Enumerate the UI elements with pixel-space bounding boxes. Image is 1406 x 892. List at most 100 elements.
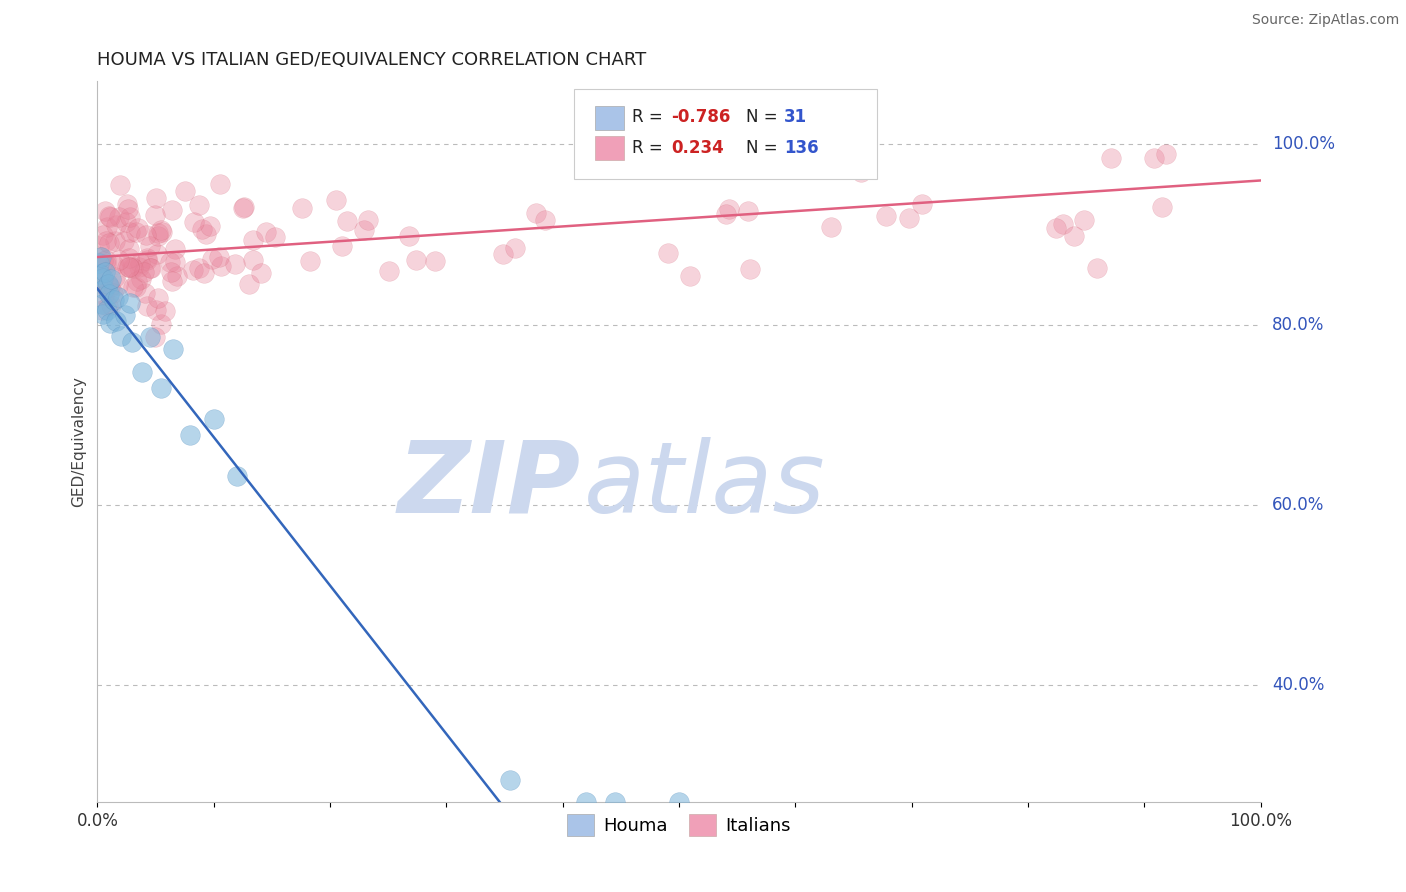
Point (141, 261, 163, 276)
Point (108, 252, 131, 267)
Point (1073, 213, 1095, 227)
Point (738, 262, 761, 277)
Point (118, 252, 141, 266)
Point (226, 469, 249, 483)
Point (93, 253, 115, 268)
Text: -0.786: -0.786 (671, 108, 730, 126)
Point (145, 303, 167, 318)
Point (96, 302, 118, 317)
Point (233, 200, 256, 214)
Point (603, 795, 626, 809)
Point (657, 246, 679, 260)
Point (104, 314, 127, 328)
Point (115, 215, 138, 229)
Point (264, 230, 287, 244)
Point (127, 221, 149, 235)
Point (103, 258, 125, 272)
Point (148, 291, 170, 305)
Point (187, 198, 209, 212)
Point (188, 261, 211, 276)
Point (93, 281, 115, 295)
Point (208, 177, 231, 191)
Point (534, 213, 557, 227)
Point (166, 268, 188, 283)
Point (146, 246, 169, 260)
Point (291, 201, 314, 215)
Point (423, 253, 446, 268)
Point (131, 365, 153, 379)
Point (96, 257, 118, 271)
Point (357, 213, 380, 227)
Text: 31: 31 (783, 108, 807, 126)
Point (115, 260, 138, 274)
Point (249, 266, 271, 280)
Point (232, 201, 254, 215)
Text: R =: R = (633, 108, 668, 126)
Point (911, 196, 934, 211)
Point (135, 252, 157, 267)
Point (110, 329, 132, 343)
Point (159, 254, 181, 268)
Point (87, 239, 110, 253)
Text: R =: R = (633, 138, 668, 157)
Point (298, 254, 321, 268)
Point (183, 215, 205, 229)
Point (163, 254, 186, 268)
Point (191, 221, 214, 235)
Point (94, 234, 117, 248)
Point (128, 256, 150, 270)
Text: 60.0%: 60.0% (1272, 496, 1324, 514)
Point (378, 264, 401, 278)
Point (94, 253, 117, 268)
Point (254, 225, 277, 239)
Point (148, 228, 170, 243)
Point (139, 238, 162, 252)
Point (91, 307, 114, 321)
Point (135, 227, 157, 242)
Point (107, 277, 129, 292)
Point (97, 277, 120, 291)
Point (97, 299, 120, 313)
Point (163, 242, 186, 256)
Point (717, 202, 740, 216)
Point (201, 252, 224, 266)
Text: N =: N = (747, 108, 783, 126)
Point (503, 241, 526, 255)
Legend: Houma, Italians: Houma, Italians (560, 807, 799, 844)
Point (90, 250, 112, 264)
Point (1045, 221, 1067, 235)
Point (87, 256, 110, 270)
Point (330, 239, 353, 253)
Point (1085, 260, 1108, 275)
Point (103, 293, 125, 308)
Point (118, 210, 141, 224)
Y-axis label: GED/Equivalency: GED/Equivalency (72, 376, 86, 508)
Point (898, 211, 921, 225)
Point (179, 427, 201, 442)
Point (118, 260, 141, 274)
Point (94, 204, 117, 219)
Point (96, 220, 118, 235)
Point (118, 225, 141, 239)
Point (524, 206, 547, 220)
Text: atlas: atlas (583, 436, 825, 533)
Point (162, 342, 184, 356)
Point (104, 218, 127, 232)
Point (150, 223, 173, 237)
Point (117, 202, 139, 216)
Point (193, 266, 215, 280)
Point (138, 330, 160, 344)
Point (115, 196, 138, 211)
Point (1052, 217, 1074, 231)
Point (875, 209, 897, 223)
Point (139, 260, 162, 275)
Point (1143, 151, 1166, 165)
Point (134, 264, 156, 278)
Point (336, 214, 359, 228)
Point (849, 165, 872, 179)
Point (121, 260, 143, 274)
Point (242, 252, 264, 267)
Point (679, 268, 702, 283)
Point (150, 317, 173, 331)
Text: Source: ZipAtlas.com: Source: ZipAtlas.com (1251, 13, 1399, 28)
